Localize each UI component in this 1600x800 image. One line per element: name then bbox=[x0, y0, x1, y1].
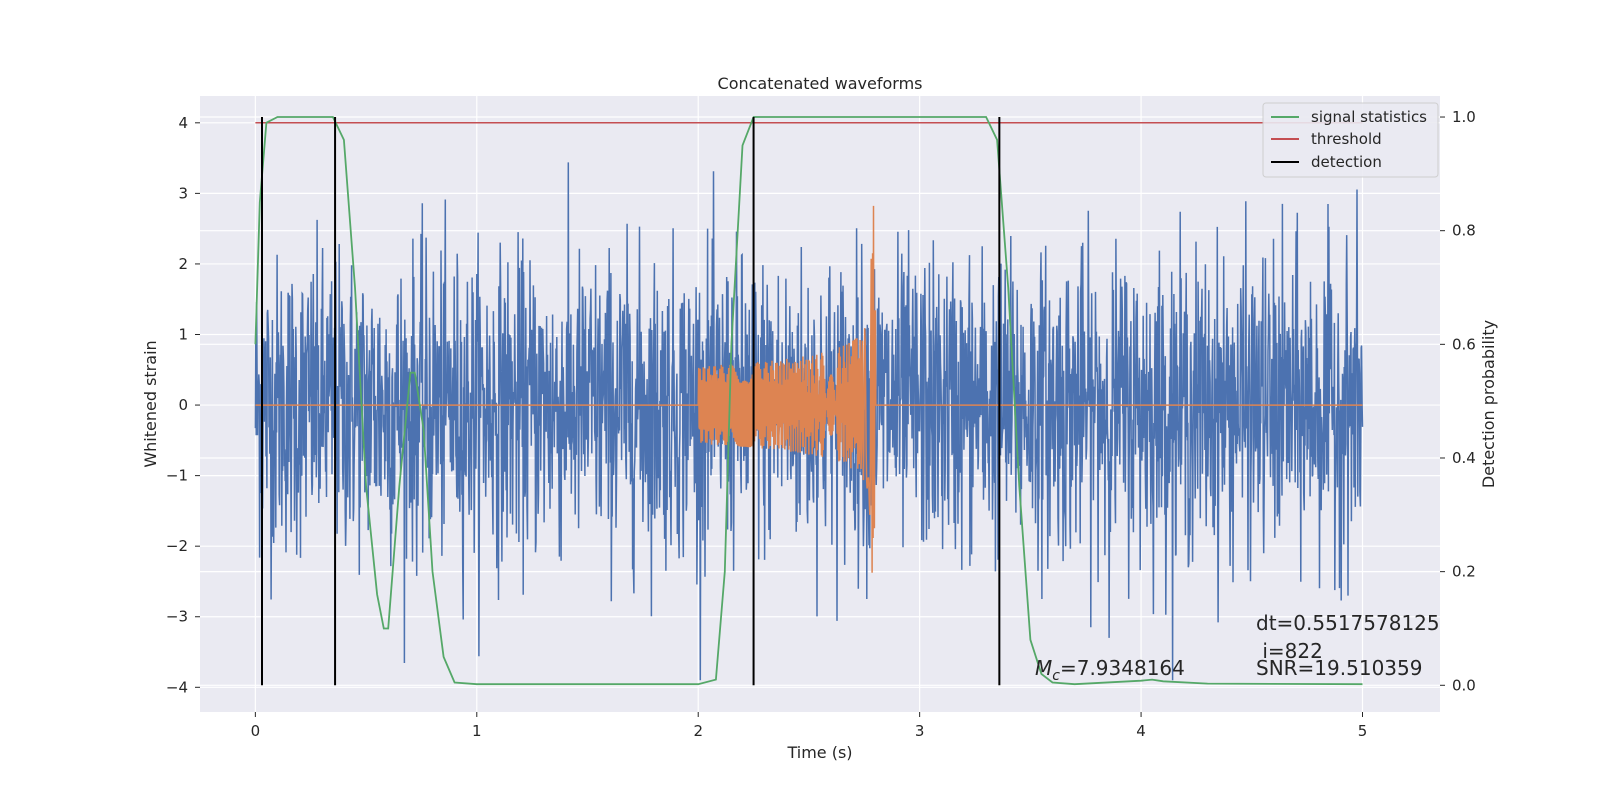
y-tick-label: 2 bbox=[178, 255, 188, 273]
series-detection-lines bbox=[261, 117, 1001, 686]
y-tick-label: −2 bbox=[166, 537, 188, 555]
y-tick-label: 4 bbox=[178, 114, 188, 132]
y-tick-label: 3 bbox=[178, 184, 188, 202]
y2-axis-label: Detection probability bbox=[1479, 320, 1498, 488]
y-tick-label: −4 bbox=[166, 678, 188, 696]
x-tick-label: 2 bbox=[693, 722, 703, 740]
legend-label-threshold: threshold bbox=[1311, 130, 1382, 148]
x-tick-label: 1 bbox=[472, 722, 482, 740]
chirp-mass-value: =7.9348164 bbox=[1060, 656, 1185, 680]
y-tick-label: −3 bbox=[166, 608, 188, 626]
series-signal-statistics-line bbox=[254, 116, 1363, 686]
legend-label-signal-statistics: signal statistics bbox=[1311, 108, 1427, 126]
legend-box bbox=[1262, 102, 1439, 178]
y2-tick-label: 0.8 bbox=[1452, 222, 1476, 240]
legend-label-detection: detection bbox=[1311, 153, 1382, 171]
x-tick-label: 4 bbox=[1136, 722, 1146, 740]
y2-tick-label: 1.0 bbox=[1452, 108, 1476, 126]
chart-title: Concatenated waveforms bbox=[718, 74, 923, 93]
x-axis-ticks: 0 1 2 3 4 5 bbox=[251, 712, 1368, 740]
x-axis-label: Time (s) bbox=[786, 743, 852, 762]
y-tick-label: −1 bbox=[166, 467, 188, 485]
y2-axis-ticks: 0.0 0.2 0.4 0.6 0.8 1.0 bbox=[1440, 108, 1476, 694]
y2-tick-label: 0.0 bbox=[1452, 676, 1476, 694]
y-tick-label: 0 bbox=[178, 396, 188, 414]
chirp-mass-symbol: M bbox=[1035, 656, 1052, 680]
y2-tick-label: 0.6 bbox=[1452, 335, 1476, 353]
annotation-snr: SNR=19.510359 bbox=[1256, 656, 1422, 680]
y-axis-ticks: −4 −3 −2 −1 0 1 2 3 4 bbox=[166, 114, 200, 696]
legend: signal statistics threshold detection bbox=[1262, 102, 1439, 178]
annotation-index: i=822 bbox=[1256, 639, 1323, 663]
x-tick-label: 3 bbox=[915, 722, 925, 740]
annotation-chirp-mass: Mc=7.9348164 bbox=[1035, 656, 1185, 684]
plot-area bbox=[254, 116, 1364, 686]
series-waveform-line bbox=[255, 205, 1363, 573]
y-axis-label: Whitened strain bbox=[141, 340, 160, 467]
y-tick-label: 1 bbox=[178, 325, 188, 343]
x-tick-label: 0 bbox=[251, 722, 261, 740]
annotation-dt: dt=0.5517578125 bbox=[1256, 611, 1440, 635]
y2-tick-label: 0.4 bbox=[1452, 449, 1476, 467]
annotations: dt=0.5517578125 i=822 SNR=19.510359 Mc=7… bbox=[1035, 611, 1440, 684]
y2-tick-label: 0.2 bbox=[1452, 563, 1476, 581]
chirp-mass-subscript: c bbox=[1052, 668, 1060, 684]
x-tick-label: 5 bbox=[1358, 722, 1368, 740]
